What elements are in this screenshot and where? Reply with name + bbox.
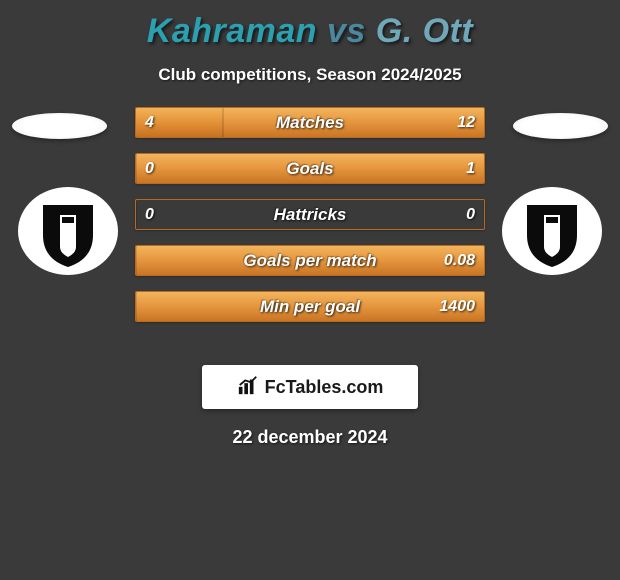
stat-fill-right bbox=[223, 108, 484, 137]
comparison-title: Kahraman vs G. Ott bbox=[0, 0, 620, 51]
brand-text: FcTables.com bbox=[265, 377, 384, 398]
brand-card[interactable]: FcTables.com bbox=[202, 365, 418, 409]
bars-icon bbox=[237, 374, 259, 401]
snapshot-date: 22 december 2024 bbox=[0, 427, 620, 448]
stat-row: 0 0Hattricks bbox=[135, 199, 485, 230]
stat-row: 1400Min per goal bbox=[135, 291, 485, 322]
player1-name: Kahraman bbox=[147, 12, 317, 50]
stat-label: Hattricks bbox=[136, 200, 484, 229]
stat-fill-right bbox=[136, 292, 484, 321]
stat-value-left: 0 bbox=[145, 200, 154, 229]
player1-club-badge bbox=[18, 187, 118, 275]
player2-name: G. Ott bbox=[376, 12, 473, 50]
comparison-area: 412Matches 01Goals 0 0Hattricks 0.08Goals pe… bbox=[0, 107, 620, 347]
title-vs: vs bbox=[327, 12, 366, 50]
subtitle: Club competitions, Season 2024/2025 bbox=[0, 65, 620, 85]
stat-fill-right bbox=[136, 246, 484, 275]
stat-fill-right bbox=[483, 200, 484, 229]
player2-photo-placeholder bbox=[513, 113, 608, 139]
stat-row: 01Goals bbox=[135, 153, 485, 184]
stat-value-right: 0 bbox=[466, 200, 475, 229]
player1-photo-placeholder bbox=[12, 113, 107, 139]
stat-row: 412Matches bbox=[135, 107, 485, 138]
stat-fill-left bbox=[136, 200, 137, 229]
stat-fill-left bbox=[136, 108, 223, 137]
player2-club-badge bbox=[502, 187, 602, 275]
stat-fill-right bbox=[136, 154, 484, 183]
stat-bars: 412Matches 01Goals 0 0Hattricks 0.08Goals pe… bbox=[135, 107, 485, 322]
stat-row: 0.08Goals per match bbox=[135, 245, 485, 276]
